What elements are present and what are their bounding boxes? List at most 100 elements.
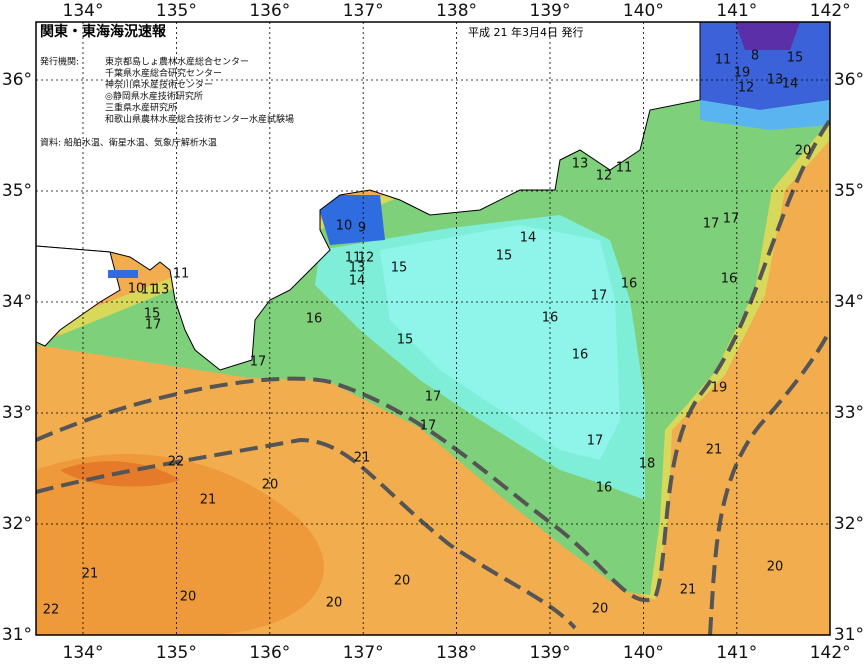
longitude-label: 137° — [343, 1, 384, 21]
contour-label: 21 — [706, 443, 723, 458]
latitude-label: 33° — [2, 403, 32, 423]
contour-label: 13 — [153, 283, 170, 298]
contour-label: 8 — [751, 49, 759, 64]
coldest-water — [735, 22, 800, 50]
cold-water — [700, 22, 830, 110]
warmer-water — [36, 454, 324, 635]
issuer: 千葉県水産総合研究センター — [105, 67, 222, 79]
grid — [36, 22, 830, 635]
current-edge — [36, 437, 577, 630]
contour-label: 11 — [173, 267, 190, 282]
contour-label: 19 — [711, 381, 728, 396]
contour-label: 16 — [542, 311, 559, 326]
latitude-label: 34° — [2, 292, 32, 312]
bay-water — [108, 270, 138, 278]
issuer: 神奈川県水産技術センター — [105, 79, 213, 91]
bay-water — [315, 195, 385, 245]
latitude-label: 36° — [2, 70, 32, 90]
contour-label: 20 — [326, 596, 343, 611]
contour-label: 17 — [250, 355, 267, 370]
contour-label: 22 — [168, 455, 185, 470]
contour-label: 21 — [680, 583, 697, 598]
contour-label: 20 — [262, 478, 279, 493]
contour-label: 22 — [43, 603, 60, 618]
longitude-label: 137° — [343, 643, 384, 663]
contour-label: 17 — [145, 318, 162, 333]
contour-label: 20 — [394, 574, 411, 589]
contour-label: 16 — [596, 481, 613, 496]
contour-label: 11 — [141, 283, 158, 298]
contour-label: 9 — [358, 221, 366, 236]
longitude-label: 136° — [249, 643, 290, 663]
contour-label: 17 — [591, 289, 608, 304]
longitude-label: 135° — [156, 1, 197, 21]
contour-label: 15 — [391, 261, 408, 276]
latitude-label: 31° — [2, 625, 32, 645]
contour-label: 20 — [767, 560, 784, 575]
contour-label: 15 — [397, 333, 414, 348]
contour-label: 14 — [520, 231, 537, 246]
map-frame — [35, 21, 831, 636]
land — [36, 22, 701, 371]
title: 関東・東海海況速報 — [40, 23, 167, 40]
issuer: 東京都島しょ農林水産総合センター — [105, 56, 249, 68]
contour-label: 20 — [180, 590, 197, 605]
contour-label: 17 — [425, 390, 442, 405]
issuer: 和歌山県農林水産総合技術センター水産試験場 — [105, 113, 294, 125]
latitude-label: 33° — [834, 403, 864, 423]
longitude-label: 142° — [810, 1, 851, 21]
current-edge — [708, 329, 830, 635]
current-axis — [36, 118, 830, 602]
latitude-label: 35° — [834, 181, 864, 201]
issuer-label: 発行機関: — [40, 56, 79, 68]
contour-label: 12 — [738, 81, 755, 96]
longitude-label: 140° — [623, 1, 664, 21]
latitude-label: 32° — [834, 514, 864, 534]
contour-label: 17 — [420, 419, 437, 434]
contour-label: 12 — [596, 169, 613, 184]
sea — [36, 22, 830, 635]
longitude-label: 138° — [436, 1, 477, 21]
longitude-label: 139° — [530, 1, 571, 21]
longitude-label: 138° — [436, 643, 477, 663]
land — [36, 245, 121, 347]
longitude-label: 136° — [249, 1, 290, 21]
cooler-water — [380, 225, 620, 460]
issuer: 三重県水産研究所 — [105, 102, 177, 114]
contour-label: 20 — [795, 144, 812, 159]
contour-label: 11 — [345, 251, 362, 266]
contour-label: 17 — [703, 217, 720, 232]
contour-label: 20 — [592, 602, 609, 617]
latitude-label: 35° — [2, 181, 32, 201]
contour-label: 19 — [734, 66, 751, 81]
longitude-label: 135° — [156, 643, 197, 663]
latitude-label: 36° — [834, 70, 864, 90]
contour-label: 16 — [721, 272, 738, 287]
latitude-label: 32° — [2, 514, 32, 534]
contour-label: 13 — [767, 73, 784, 88]
longitude-label: 139° — [530, 643, 571, 663]
longitude-label: 141° — [716, 1, 757, 21]
issue-date: 平成 21 年3月4日 発行 — [468, 25, 583, 39]
longitude-label: 141° — [716, 643, 757, 663]
longitude-label: 134° — [63, 643, 104, 663]
contour-label: 10 — [336, 219, 353, 234]
source: 資料: 船舶水温、衛星水温、気象庁解析水温 — [40, 137, 217, 149]
contour-label: 16 — [621, 277, 638, 292]
latitude-label: 34° — [834, 292, 864, 312]
contour-label: 14 — [349, 274, 366, 289]
contour-label: 11 — [616, 161, 633, 176]
contour-label: 16 — [306, 312, 323, 327]
contour-label: 21 — [82, 567, 99, 582]
contour-label: 10 — [128, 282, 145, 297]
longitude-label: 142° — [810, 643, 851, 663]
longitude-label: 134° — [63, 1, 104, 21]
latitude-label: 31° — [834, 625, 864, 645]
contour-label: 15 — [144, 307, 161, 322]
longitude-label: 140° — [623, 643, 664, 663]
contour-label: 11 — [715, 53, 732, 68]
cold-edge — [700, 100, 830, 130]
contour-label: 14 — [782, 77, 799, 92]
